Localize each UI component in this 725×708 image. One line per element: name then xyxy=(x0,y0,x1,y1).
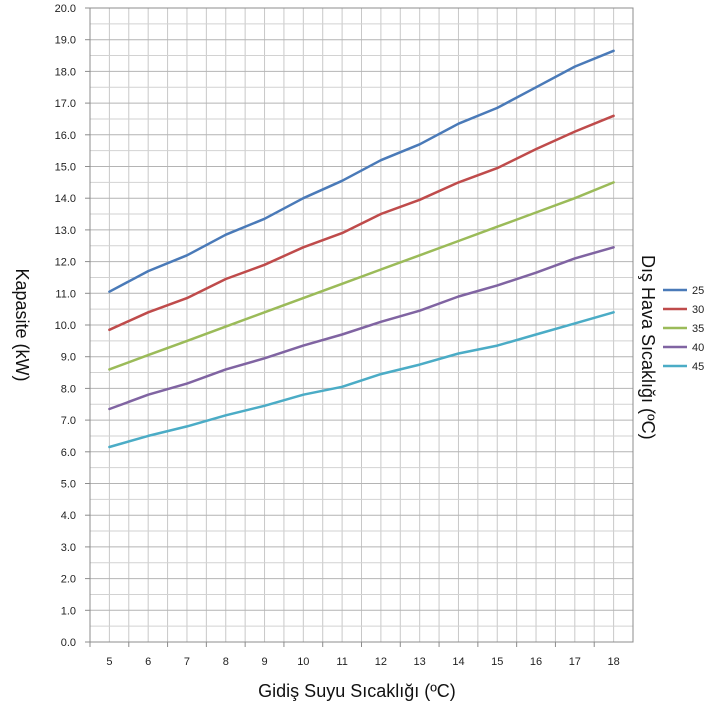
x-tick-label: 7 xyxy=(184,656,190,668)
y-tick-label: 17.0 xyxy=(55,98,76,110)
legend: 25 30 35 40 45 xyxy=(663,285,704,373)
y-tick-label: 16.0 xyxy=(55,130,76,142)
legend-label-40: 40 xyxy=(692,342,704,354)
y-tick-label: 9.0 xyxy=(61,352,76,364)
y-tick-label: 8.0 xyxy=(61,383,76,395)
series-line-40 xyxy=(108,246,615,411)
y-tick-label: 12.0 xyxy=(55,257,76,269)
x-tick-label: 11 xyxy=(336,656,347,668)
series-line-30 xyxy=(108,114,615,332)
y-tick-label: 4.0 xyxy=(61,510,76,522)
x-tick-label: 9 xyxy=(261,656,267,668)
series-line-35 xyxy=(108,181,615,371)
y-tick-label: 11.0 xyxy=(55,288,76,300)
x-tick-label: 18 xyxy=(607,656,619,668)
x-tick-label: 12 xyxy=(375,656,387,668)
y-tick-label: 6.0 xyxy=(61,447,76,459)
y-tick-label: 15.0 xyxy=(55,162,76,174)
x-tick-label: 10 xyxy=(297,656,309,668)
series-line-25 xyxy=(108,49,615,293)
grid xyxy=(89,7,634,643)
x-tick-label: 14 xyxy=(452,656,464,668)
legend-label-30: 30 xyxy=(692,304,704,316)
y-tick-label: 10.0 xyxy=(55,320,76,332)
y-tick-label: 14.0 xyxy=(55,193,76,205)
y-tick-label: 19.0 xyxy=(55,35,76,47)
y-tick-label: 0.0 xyxy=(61,637,76,649)
y-axis-ticks: 0.0 1.0 2.0 3.0 4.0 5.0 6.0 7.0 8.0 9.0 10.0 11.0 12… xyxy=(55,3,90,649)
x-tick-label: 8 xyxy=(223,656,229,668)
x-axis-title: Gidiş Suyu Sıcaklığı (ºC) xyxy=(258,681,456,701)
y-tick-label: 2.0 xyxy=(61,574,76,586)
legend-label-25: 25 xyxy=(692,285,704,297)
y-axis-title: Kapasite (kW) xyxy=(12,268,32,381)
x-axis-ticks: 5 6 7 8 9 10 11 12 13 14 15 16 17 18 xyxy=(89,642,620,668)
legend-label-45: 45 xyxy=(692,361,704,373)
x-tick-label: 5 xyxy=(106,656,112,668)
y-tick-label: 5.0 xyxy=(61,479,76,491)
x-tick-label: 6 xyxy=(145,656,151,668)
y-tick-label: 1.0 xyxy=(61,605,76,617)
x-tick-label: 17 xyxy=(569,656,581,668)
x-tick-label: 16 xyxy=(530,656,542,668)
y-tick-label: 13.0 xyxy=(55,225,76,237)
x-tick-label: 13 xyxy=(414,656,426,668)
series-lines xyxy=(108,49,615,449)
x-tick-label: 15 xyxy=(491,656,503,668)
series-line-45 xyxy=(108,311,615,449)
y-tick-label: 3.0 xyxy=(61,542,76,554)
y-tick-label: 20.0 xyxy=(55,3,76,15)
legend-title: Dış Hava Sıcaklığı (ºC) xyxy=(638,255,658,440)
y-tick-label: 7.0 xyxy=(61,415,76,427)
legend-label-35: 35 xyxy=(692,323,704,335)
y-tick-label: 18.0 xyxy=(55,66,76,78)
